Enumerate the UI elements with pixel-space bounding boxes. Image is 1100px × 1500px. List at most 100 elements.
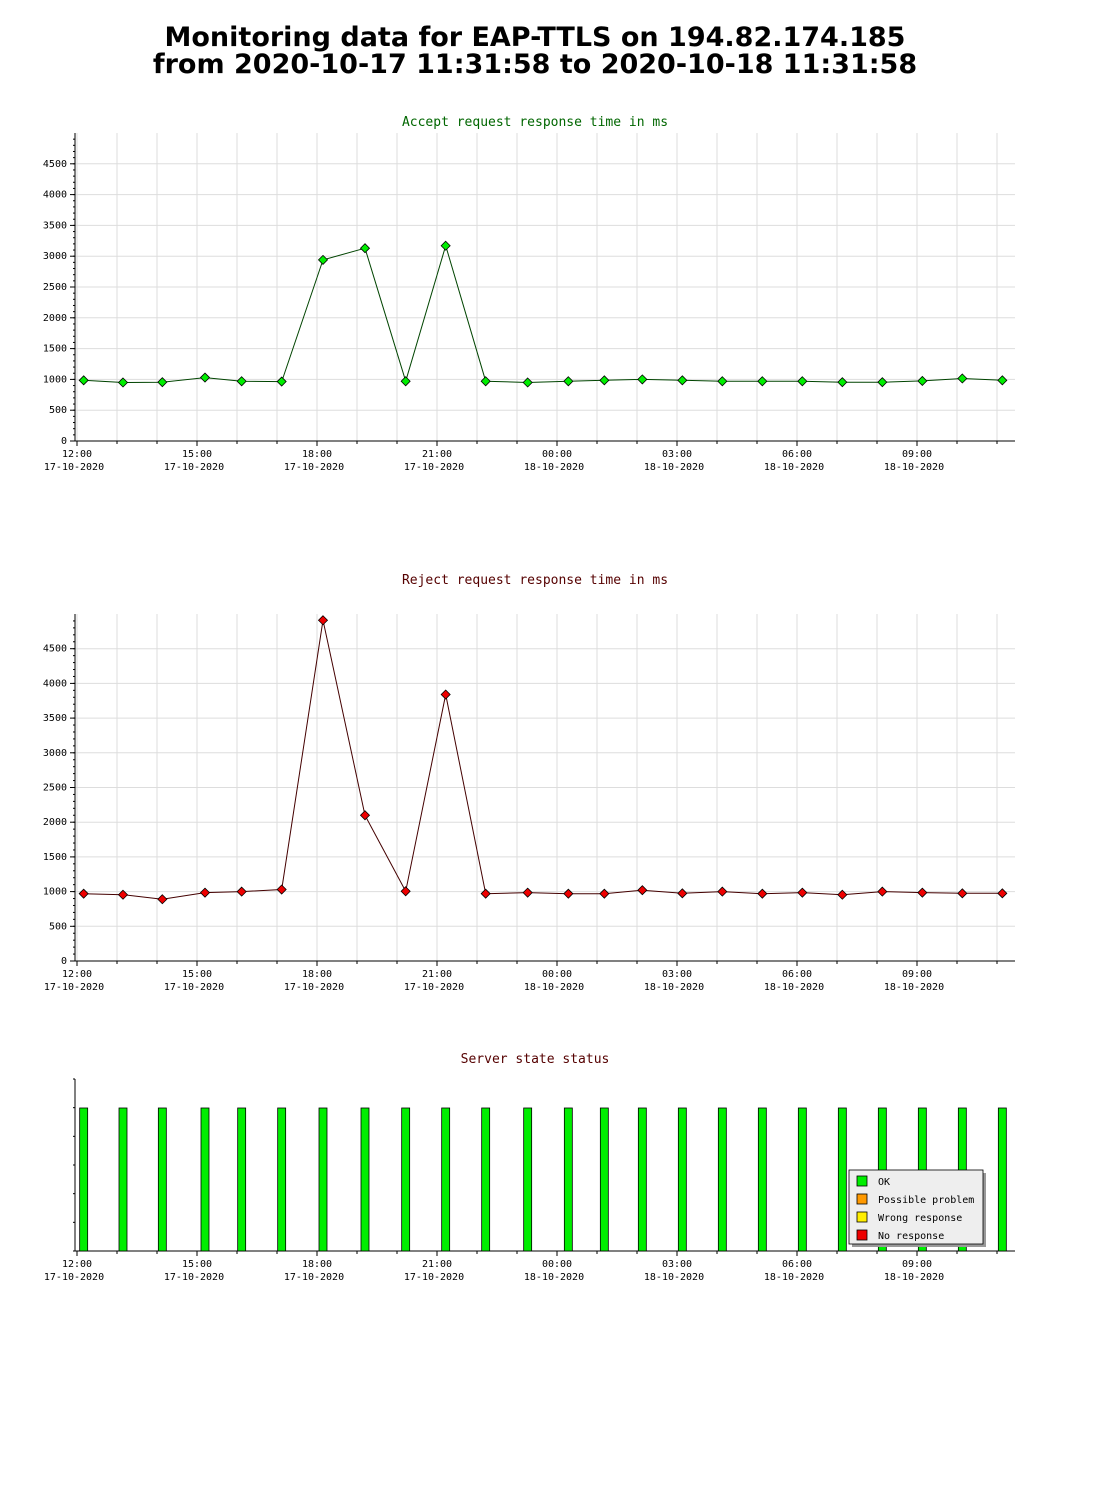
x-tick-label-time: 15:00	[182, 449, 212, 460]
page-title: Monitoring data for EAP-TTLS on 194.82.1…	[0, 24, 1070, 78]
x-tick-label-date: 17-10-2020	[404, 1272, 464, 1283]
data-point	[117, 889, 129, 900]
legend	[848, 1169, 984, 1245]
x-tick-label-time: 18:00	[302, 449, 332, 460]
data-point	[78, 888, 89, 899]
status-bar	[637, 1107, 647, 1252]
y-tick-label: 0	[61, 436, 67, 447]
data-point	[957, 373, 968, 384]
data-point	[317, 615, 329, 626]
y-tick-label: 2500	[43, 282, 67, 293]
x-tick-label-time: 21:00	[422, 1259, 452, 1270]
y-tick-label: 1500	[43, 852, 67, 863]
x-tick-label-date: 18-10-2020	[764, 1272, 824, 1283]
x-tick-label-time: 06:00	[782, 969, 812, 980]
chart-3: Server state status OK Possible problem Wro…	[44, 1052, 1015, 1283]
x-tick-label-date: 18-10-2020	[764, 462, 824, 473]
y-tick-label: 1000	[43, 374, 67, 385]
data-point	[563, 888, 574, 899]
x-tick-label-date: 17-10-2020	[284, 982, 344, 993]
chart-title: Reject request response time in ms	[402, 573, 668, 588]
data-point	[440, 240, 451, 251]
data-point	[236, 886, 247, 897]
x-tick-label-time: 06:00	[782, 449, 812, 460]
data-point	[877, 886, 888, 897]
status-bar	[79, 1107, 89, 1252]
data-point	[717, 886, 728, 897]
x-tick-label-time: 21:00	[422, 449, 452, 460]
status-bar	[200, 1107, 210, 1252]
x-tick-label-date: 18-10-2020	[884, 1272, 944, 1283]
data-point	[317, 254, 329, 265]
x-tick-label-time: 09:00	[902, 969, 932, 980]
x-tick-label-date: 18-10-2020	[884, 982, 944, 993]
data-point	[837, 889, 848, 900]
series-line	[83, 243, 1003, 384]
data-point	[837, 377, 848, 388]
x-tick-label-time: 00:00	[542, 969, 572, 980]
x-tick-label-date: 17-10-2020	[44, 462, 104, 473]
data-point	[359, 810, 371, 821]
y-tick-label: 3500	[43, 713, 67, 724]
page-title-line-2: from 2020-10-17 11:31:58 to 2020-10-18 1…	[152, 49, 918, 80]
x-tick-label-time: 00:00	[542, 1259, 572, 1270]
y-tick-label: 500	[49, 405, 67, 416]
y-tick-label: 1500	[43, 344, 67, 355]
status-bar	[997, 1107, 1007, 1252]
data-point	[599, 375, 610, 386]
x-tick-label-date: 18-10-2020	[884, 462, 944, 473]
data-point	[78, 375, 89, 386]
y-tick-label: 0	[61, 956, 67, 967]
status-bar	[563, 1107, 573, 1252]
legend-swatch	[856, 1175, 868, 1187]
page-title-line-1: Monitoring data for EAP-TTLS on 194.82.1…	[164, 22, 906, 53]
y-tick-label: 4500	[43, 159, 67, 170]
x-tick-label-date: 18-10-2020	[644, 462, 704, 473]
status-bar	[481, 1107, 491, 1252]
status-bar	[757, 1107, 767, 1252]
data-point	[677, 888, 688, 899]
legend-label: Possible problem	[878, 1195, 974, 1206]
data-point	[637, 885, 648, 896]
x-tick-label-time: 03:00	[662, 1259, 692, 1270]
data-point	[236, 376, 247, 387]
data-point	[359, 243, 371, 254]
x-tick-label-time: 15:00	[182, 969, 212, 980]
status-bar	[401, 1107, 411, 1252]
x-tick-label-time: 09:00	[902, 1259, 932, 1270]
status-bar	[677, 1107, 687, 1252]
status-bar	[237, 1107, 247, 1252]
data-point	[797, 887, 808, 898]
y-tick-label: 4500	[43, 644, 67, 655]
data-point	[797, 376, 808, 387]
x-tick-label-time: 00:00	[542, 449, 572, 460]
status-bar	[717, 1107, 727, 1252]
data-point	[199, 887, 211, 898]
x-tick-label-date: 17-10-2020	[404, 982, 464, 993]
x-tick-label-date: 17-10-2020	[164, 462, 224, 473]
status-bar	[797, 1107, 807, 1252]
x-tick-label-date: 18-10-2020	[524, 1272, 584, 1283]
x-tick-label-date: 17-10-2020	[44, 982, 104, 993]
data-point	[637, 374, 648, 385]
x-tick-label-time: 12:00	[62, 449, 92, 460]
x-tick-label-date: 18-10-2020	[764, 982, 824, 993]
data-point	[522, 377, 533, 388]
x-tick-label-time: 12:00	[62, 1259, 92, 1270]
legend-label: Wrong response	[878, 1213, 962, 1224]
data-point	[440, 689, 451, 700]
data-point	[997, 375, 1008, 386]
data-point	[157, 894, 168, 905]
y-tick-label: 3000	[43, 748, 67, 759]
data-point	[877, 377, 888, 388]
y-tick-label: 3500	[43, 220, 67, 231]
x-tick-label-date: 18-10-2020	[644, 982, 704, 993]
chart-title: Server state status	[461, 1052, 610, 1067]
data-point	[276, 376, 287, 387]
x-tick-label-time: 18:00	[302, 969, 332, 980]
x-tick-label-time: 15:00	[182, 1259, 212, 1270]
data-point	[957, 888, 968, 899]
status-bar	[118, 1107, 128, 1252]
data-point	[480, 376, 491, 387]
data-point	[276, 884, 287, 895]
